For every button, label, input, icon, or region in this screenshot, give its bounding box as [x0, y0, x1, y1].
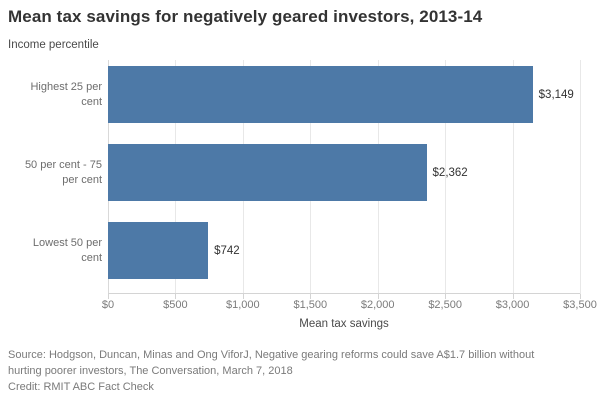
x-axis-title: Mean tax savings — [299, 318, 389, 330]
bar-track: $2,362 — [108, 144, 580, 201]
bar-row: Lowest 50 per cent $742 — [0, 216, 580, 294]
x-axis-line — [108, 293, 580, 294]
bar-rows: Highest 25 per cent $3,149 50 per cent - 7… — [0, 60, 580, 294]
x-axis-tick — [310, 294, 312, 299]
x-tick-label: $3,000 — [495, 299, 530, 311]
chart-title: Mean tax savings for negatively geared i… — [8, 7, 483, 26]
value-label: $3,149 — [538, 88, 574, 101]
x-tick-label: $500 — [163, 299, 188, 311]
x-axis-tick — [580, 294, 581, 299]
x-axis-tick — [512, 294, 514, 299]
value-label: $2,362 — [432, 166, 468, 179]
x-tick-label: $1,500 — [293, 299, 328, 311]
bar-track: $742 — [108, 222, 580, 279]
x-tick-label: $2,500 — [428, 299, 462, 311]
x-tick-labels: $0 $500 $1,000 $1,500 $2,000 $2,500 $3,000 $3,5… — [102, 299, 597, 313]
credit-text: Credit: RMIT ABC Fact Check — [8, 381, 154, 393]
bar-row: Highest 25 per cent $3,149 — [0, 60, 580, 138]
x-tick-label: $3,500 — [563, 299, 597, 311]
bar[interactable] — [108, 222, 209, 279]
x-axis-tick — [377, 294, 379, 299]
x-tick-label: $1,000 — [226, 299, 260, 311]
x-axis-tick — [175, 294, 177, 299]
x-axis-tick — [445, 294, 447, 299]
source-text-line1: Source: Hodgson, Duncan, Minas and Ong V… — [8, 349, 535, 361]
y-axis-title: Income percentile — [8, 39, 99, 51]
bar[interactable] — [108, 144, 427, 201]
category-label: 50 per cent - 75 per cent — [24, 159, 102, 186]
x-tick-label: $0 — [101, 299, 115, 311]
bar[interactable] — [108, 66, 533, 123]
bar-track: $3,149 — [108, 66, 580, 123]
source-text-line2: hurting poorer investors, The Conversati… — [8, 365, 293, 377]
category-label: Lowest 50 per cent — [32, 237, 102, 264]
gridline — [445, 60, 447, 294]
bar-row: 50 per cent - 75 per cent $2,362 — [0, 138, 580, 216]
x-axis-tick — [242, 294, 244, 299]
value-label: $742 — [214, 244, 240, 257]
gridline — [512, 60, 514, 294]
x-tick-label: $2,000 — [360, 299, 395, 311]
gridline — [580, 60, 581, 294]
x-axis-tick — [108, 294, 109, 299]
chart-footer: Source: Hodgson, Duncan, Minas and Ong V… — [8, 347, 596, 395]
category-label: Highest 25 per cent — [30, 81, 102, 108]
